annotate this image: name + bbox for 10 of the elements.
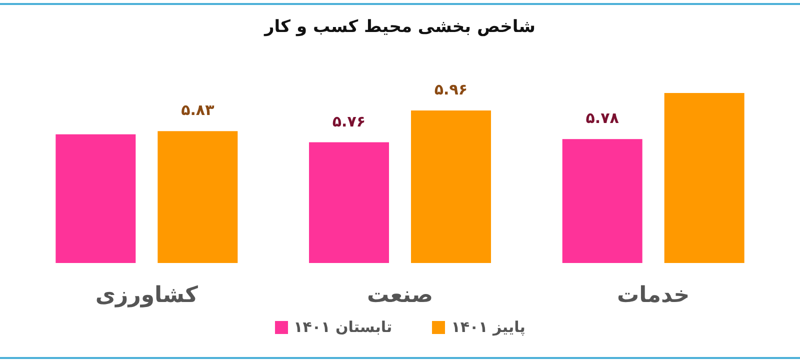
data-label: ۵.۷۸ (586, 109, 619, 128)
legend-label: پاییز ۱۴۰۱ (451, 318, 526, 336)
data-label: ۵.۷۶ (332, 112, 366, 130)
x-tick-label: خدمات (617, 283, 690, 308)
x-tick-label: صنعت (367, 283, 433, 308)
x-tick-label: کشاورزی (95, 283, 198, 308)
data-label: ۵.۹۶ (434, 80, 468, 98)
legend-label: تابستان ۱۴۰۱ (294, 318, 392, 336)
data-label: ۵.۸۳ (181, 101, 214, 120)
chart-title: شاخص بخشی محیط کسب و کار (264, 17, 536, 37)
